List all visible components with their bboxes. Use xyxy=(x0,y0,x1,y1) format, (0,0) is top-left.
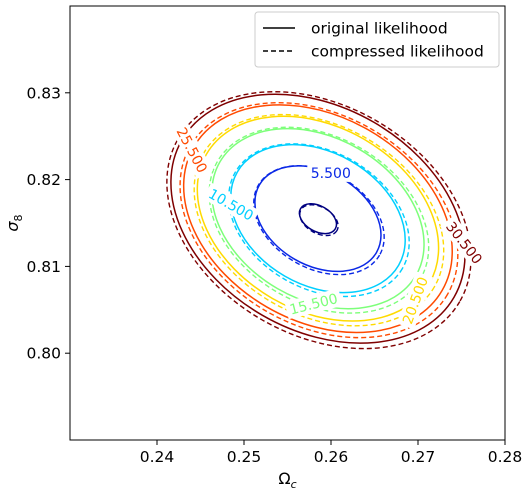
legend-label-original: original likelihood xyxy=(311,20,448,38)
contour-label-gap xyxy=(307,163,355,182)
x-axis-ticks: 0.24 0.25 0.26 0.27 0.28 xyxy=(140,440,523,466)
y-axis-ticks: 0.80 0.81 0.82 0.83 xyxy=(26,84,70,363)
contour-compressed xyxy=(166,91,472,350)
legend-label-compressed: compressed likelihood xyxy=(311,43,484,61)
x-tick-label: 0.28 xyxy=(488,448,523,466)
plot-frame xyxy=(69,5,506,441)
contour-compressed xyxy=(299,204,339,237)
legend: original likelihood compressed likelihoo… xyxy=(254,11,500,68)
x-tick-label: 0.25 xyxy=(227,448,262,466)
y-axis-label-main: σ xyxy=(3,221,22,232)
contour-level-label: 5.500 xyxy=(311,166,351,182)
contour-label-gap xyxy=(202,182,260,227)
y-tick-label: 0.82 xyxy=(26,171,61,189)
legend-box xyxy=(254,11,500,68)
contour-label-gap xyxy=(397,271,434,330)
x-axis-label-main: Ω xyxy=(278,469,290,488)
x-axis-label: Ωc xyxy=(278,469,296,491)
x-tick-label: 0.27 xyxy=(401,448,436,466)
contour-original xyxy=(298,202,338,235)
y-tick-label: 0.83 xyxy=(26,84,61,102)
contour-label-gap xyxy=(171,121,214,179)
contour-label-gap xyxy=(440,215,489,271)
x-tick-label: 0.26 xyxy=(314,448,349,466)
x-tick-label: 0.24 xyxy=(140,448,175,466)
x-axis-label-subscript: c xyxy=(291,478,297,491)
contour-original xyxy=(229,143,406,294)
y-axis-label-subscript: 8 xyxy=(12,214,25,221)
contour-label-gap xyxy=(284,288,343,320)
y-tick-label: 0.80 xyxy=(26,345,61,363)
contour-compressed xyxy=(228,143,410,298)
y-axis-label: σ8 xyxy=(3,214,25,231)
y-tick-label: 0.81 xyxy=(26,258,61,276)
